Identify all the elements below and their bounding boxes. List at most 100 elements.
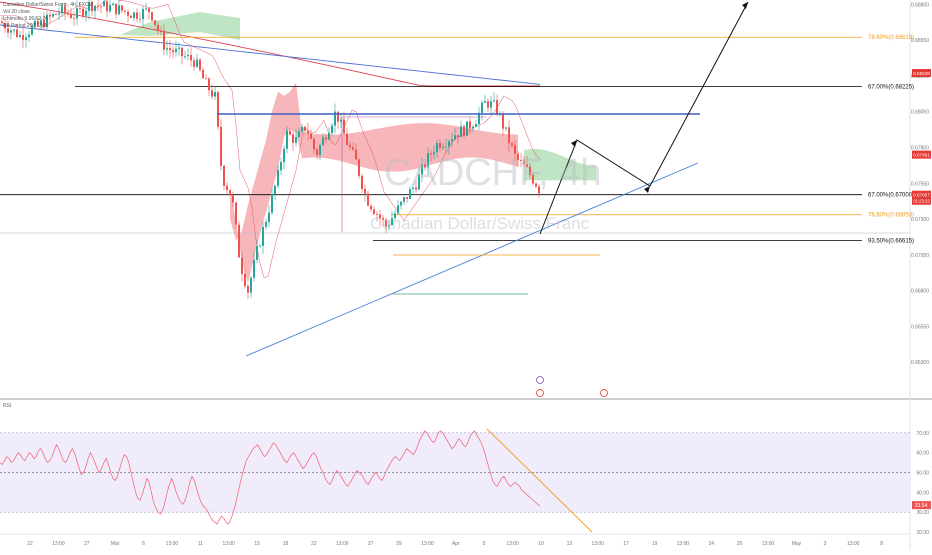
candle-body bbox=[106, 1, 108, 12]
candle-body bbox=[112, 3, 114, 6]
candle-body bbox=[457, 135, 459, 138]
candle-body bbox=[124, 10, 126, 12]
indicator-legend[interactable]: Canadian Dollar/Swiss Franc, 4h, FXCM Vo… bbox=[3, 2, 93, 30]
time-tick-label: 6 bbox=[142, 541, 145, 547]
candle-body bbox=[328, 133, 330, 140]
legend-line-symbol[interactable]: Canadian Dollar/Swiss Franc, 4h, FXCM bbox=[3, 2, 93, 8]
time-tick-label: 22 bbox=[311, 541, 317, 547]
candle-body bbox=[40, 20, 42, 25]
rsi-band bbox=[0, 432, 910, 513]
candle-body bbox=[307, 130, 309, 134]
candle-body bbox=[490, 101, 492, 108]
candle-body bbox=[1, 21, 3, 24]
price-tick-label: 0.68050 bbox=[911, 110, 929, 116]
candle-body bbox=[508, 127, 510, 144]
candle-body bbox=[130, 15, 132, 18]
candle-body bbox=[241, 257, 243, 274]
candle-body bbox=[154, 20, 156, 25]
candle-body bbox=[418, 174, 420, 190]
price-tick-label: 0.68800 bbox=[911, 2, 929, 8]
candle-body bbox=[382, 218, 384, 220]
candle-body bbox=[229, 190, 231, 196]
candle-body bbox=[526, 164, 528, 167]
candle-body bbox=[514, 145, 516, 154]
time-axis: 22 13:00 27 Mar 6 13:00 11 13:00 15 18 22 13:00 27 29… bbox=[27, 541, 883, 547]
candle-body bbox=[211, 90, 213, 97]
projection-arrowhead bbox=[742, 2, 748, 9]
candle-body bbox=[487, 101, 489, 108]
drawings-layer bbox=[217, 1, 749, 397]
time-tick-label: May bbox=[792, 541, 802, 547]
ichimoku-cloud-early bbox=[120, 12, 240, 40]
candle-body bbox=[94, 5, 96, 11]
candle-body bbox=[433, 152, 435, 155]
candle-body bbox=[73, 17, 75, 19]
time-tick-label: 13:00 bbox=[762, 541, 775, 547]
candle-body bbox=[259, 245, 261, 247]
candle-body bbox=[475, 124, 477, 127]
price-tick-label: 0.67050 bbox=[911, 253, 929, 259]
time-tick-label: 3 bbox=[823, 541, 826, 547]
candle-body bbox=[274, 185, 276, 194]
event-marker bbox=[600, 389, 608, 397]
candle-body bbox=[325, 137, 327, 140]
candle-body bbox=[532, 175, 534, 184]
time-tick-label: 11 bbox=[198, 541, 203, 547]
price-tick-label: 0.67800 bbox=[911, 145, 929, 151]
candle-body bbox=[400, 201, 402, 206]
candle-body bbox=[214, 92, 216, 97]
candle-body bbox=[352, 147, 354, 150]
candle-body bbox=[343, 119, 345, 134]
time-tick-label: 13:00 bbox=[222, 541, 235, 547]
time-tick-label: 19 bbox=[652, 541, 658, 547]
candle-body bbox=[448, 141, 450, 147]
candle-body bbox=[535, 183, 537, 187]
candle-body bbox=[253, 259, 255, 278]
candle-body bbox=[46, 14, 48, 28]
candle-body bbox=[103, 1, 105, 7]
rsi-tick-label: 50.00 bbox=[916, 471, 929, 477]
candle-body bbox=[481, 102, 483, 113]
candle-body bbox=[10, 30, 12, 33]
candle-body bbox=[235, 202, 237, 225]
candle-body bbox=[187, 54, 189, 57]
rsi-pane-label[interactable]: RSI bbox=[3, 403, 12, 409]
candle-body bbox=[265, 221, 267, 227]
candle-body bbox=[100, 6, 102, 7]
legend-line-ema[interactable]: BB Period 200 EMA bbox=[3, 23, 48, 29]
time-tick-label: 5 bbox=[483, 541, 486, 547]
time-tick-label: 13:00 bbox=[847, 541, 860, 547]
candle-body bbox=[361, 175, 363, 189]
legend-line-volume[interactable]: Vol 20 close bbox=[3, 9, 30, 15]
candle-body bbox=[262, 226, 264, 246]
candle-body bbox=[331, 125, 333, 134]
time-tick-label: 26 bbox=[737, 541, 743, 547]
candle-body bbox=[391, 218, 393, 226]
candle-body bbox=[70, 14, 72, 18]
time-tick-label: 17 bbox=[623, 541, 629, 547]
ascending-trendline bbox=[245, 162, 699, 357]
candle-body bbox=[232, 195, 234, 203]
candle-body bbox=[409, 188, 411, 199]
time-tick-label: 13:00 bbox=[166, 541, 179, 547]
ema-line-blue bbox=[0, 24, 541, 85]
price-tick-label: 0.67300 bbox=[911, 217, 929, 223]
time-tick-label: 27 bbox=[368, 541, 374, 547]
candle-body bbox=[442, 146, 444, 149]
candle-body bbox=[184, 56, 186, 57]
rsi-tick-label: 30.00 bbox=[916, 510, 929, 516]
candle-body bbox=[520, 160, 522, 161]
time-tick-label: 12 bbox=[567, 541, 573, 547]
candle-body bbox=[139, 18, 141, 20]
candle-body bbox=[388, 225, 390, 227]
candle-body bbox=[316, 149, 318, 155]
candle-body bbox=[463, 126, 465, 136]
price-badge bbox=[912, 150, 931, 159]
candle-body bbox=[196, 59, 198, 67]
candle-body bbox=[238, 224, 240, 258]
candle-body bbox=[226, 185, 228, 191]
legend-line-ichimoku[interactable]: Ichimoku 9 26 52 26 bbox=[3, 16, 49, 22]
